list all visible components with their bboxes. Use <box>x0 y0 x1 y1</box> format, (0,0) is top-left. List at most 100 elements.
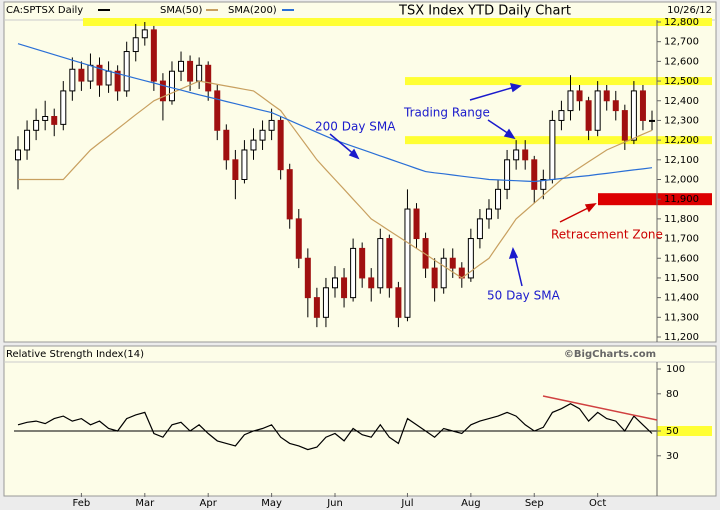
arrowhead <box>348 148 360 160</box>
candle-body <box>449 257 456 269</box>
candle-body <box>24 129 31 151</box>
candle-body <box>15 149 21 161</box>
candle-body <box>141 29 148 39</box>
annotation: Retracement Zone <box>551 228 663 242</box>
candle-body <box>585 100 592 131</box>
annotation: 200 Day SMA <box>315 120 396 134</box>
y-tick-label: 100 <box>666 364 685 375</box>
candle-body <box>168 70 175 102</box>
x-tick-label: Mar <box>135 498 155 509</box>
highlight-band <box>405 77 712 86</box>
arrow <box>469 85 519 101</box>
arrows <box>329 82 523 287</box>
candle-body <box>639 90 646 121</box>
candle-body <box>322 287 329 318</box>
candle-body <box>60 90 67 125</box>
candle-body <box>178 60 185 72</box>
arrow <box>559 205 593 223</box>
candle-body <box>223 129 230 161</box>
candle-body <box>277 119 284 171</box>
candle-body <box>630 90 637 141</box>
candle-body <box>205 64 212 92</box>
candle-body <box>576 90 583 102</box>
candle-body <box>594 90 601 131</box>
candle-body <box>87 64 94 82</box>
y-tick-label: 12,600 <box>664 56 699 67</box>
candle-body <box>413 208 420 240</box>
candle-body <box>368 277 375 289</box>
price-panel <box>3 1 717 343</box>
candle-body <box>495 188 502 210</box>
legend-label: SMA(200) <box>228 5 277 16</box>
highlight-band <box>83 18 712 26</box>
candle-body <box>567 90 574 112</box>
candle-body <box>33 119 40 131</box>
series-line <box>17 43 653 183</box>
y-tick-label: 11,700 <box>664 234 699 245</box>
y-tick-label: 11,900 <box>664 194 699 205</box>
arrowhead <box>503 128 516 140</box>
candle-body <box>549 119 556 180</box>
candle-body <box>69 68 76 92</box>
y-tick-label: 12,300 <box>664 115 699 126</box>
legend-label: SMA(50) <box>160 5 202 16</box>
highlight-band <box>405 136 712 145</box>
candle-body <box>467 238 474 279</box>
candle-body <box>51 116 58 125</box>
symbol-label: CA:SPTSX Daily <box>6 5 83 16</box>
candle-body <box>332 277 338 289</box>
candle-body <box>159 80 166 102</box>
candle-body <box>150 29 157 82</box>
retracement-band <box>598 193 712 206</box>
x-tick-label: Apr <box>200 498 218 509</box>
y-tick-label: 12,800 <box>664 17 699 28</box>
y-tick-label: 12,100 <box>664 155 699 166</box>
candle-body <box>132 37 139 53</box>
candle-body <box>250 139 257 151</box>
candle-body <box>621 110 628 141</box>
x-tick-label: Aug <box>461 498 481 509</box>
candle-body <box>304 257 311 299</box>
annotation: Trading Range <box>403 106 490 120</box>
y-tick-label: 11,300 <box>664 312 699 323</box>
candle-body <box>286 169 293 220</box>
candle-body <box>42 116 49 121</box>
candle-body <box>404 208 411 318</box>
candle-body <box>105 70 112 86</box>
highlight-band <box>657 426 712 436</box>
x-tick-label: Feb <box>73 498 91 509</box>
y-tick-label: 30 <box>666 451 679 462</box>
candle-body <box>558 110 565 121</box>
candle-body <box>232 159 239 180</box>
candle-body <box>395 287 402 318</box>
candle-body <box>114 70 121 92</box>
candle-body <box>386 238 393 289</box>
arrowhead <box>508 247 519 259</box>
x-tick-label: May <box>261 498 282 509</box>
arrows <box>542 203 658 421</box>
arrowhead <box>584 203 597 213</box>
candle-body <box>96 64 103 86</box>
x-tick-label: Sep <box>525 498 544 509</box>
series-line <box>17 403 653 451</box>
candle-body <box>540 179 547 190</box>
y-tick-label: 12,500 <box>664 76 699 87</box>
candle-body <box>313 297 320 318</box>
candle-body <box>196 64 203 82</box>
candle-body <box>123 51 130 92</box>
candle-body <box>476 218 483 240</box>
candle-body <box>259 129 266 141</box>
candle-body <box>295 218 302 259</box>
date-label: 10/26/12 <box>667 5 712 16</box>
candle-body <box>513 149 520 161</box>
y-tick-label: 12,400 <box>664 96 699 107</box>
y-tick-label: 12,000 <box>664 175 699 186</box>
candle-body <box>187 60 194 82</box>
candle-body <box>612 100 619 112</box>
candle-body <box>485 208 492 220</box>
y-tick-label: 11,500 <box>664 273 699 284</box>
candle-body <box>341 277 348 299</box>
candle-body <box>377 238 384 289</box>
candle-body <box>531 159 538 190</box>
